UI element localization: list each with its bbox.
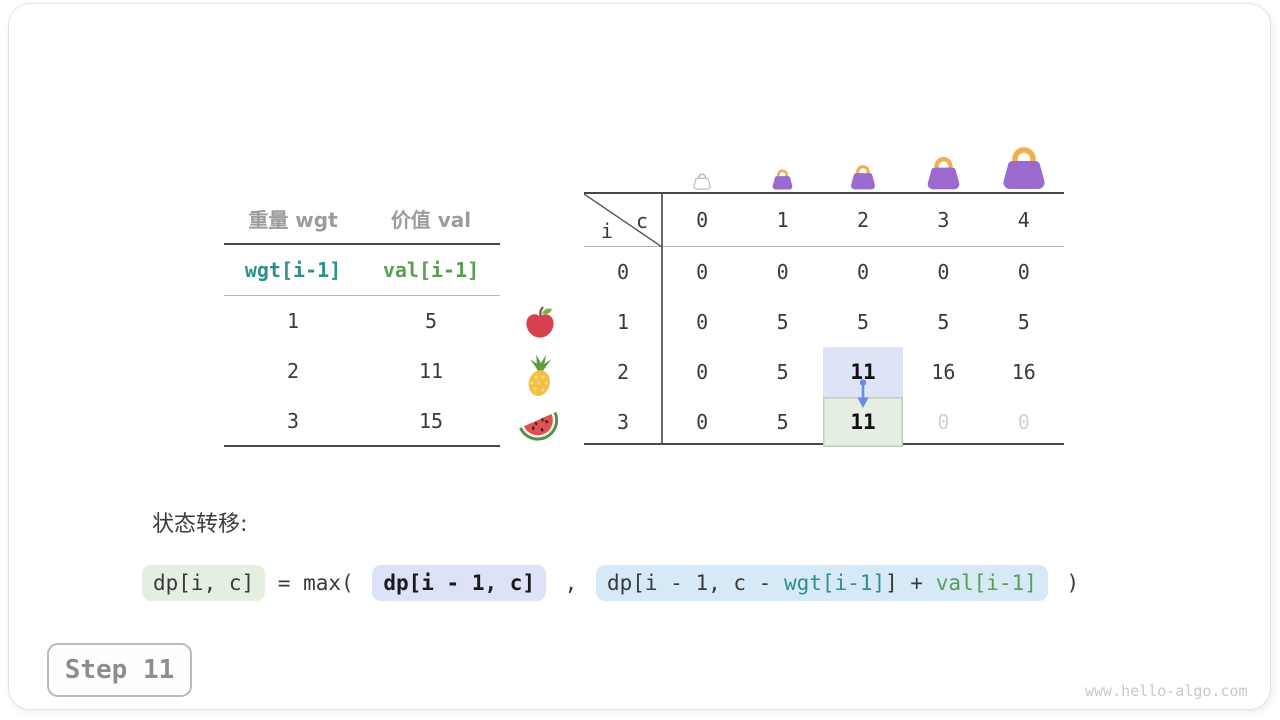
wgt-index-label: wgt[i-1] bbox=[244, 258, 342, 282]
dp-table-header-row: c i 0 1 2 3 4 bbox=[584, 194, 1064, 247]
item3-value: 15 bbox=[418, 408, 444, 433]
dp-cell-2-4: 16 bbox=[1011, 360, 1036, 384]
dp-cell-3-4: 0 bbox=[1017, 410, 1030, 434]
pineapple-icon bbox=[521, 353, 558, 402]
item-row-1: 1 5 bbox=[224, 296, 500, 346]
dp-cell-1-1: 5 bbox=[776, 310, 789, 334]
state-transition-formula: dp[i, c] = max( dp[i - 1, c] , dp[i - 1,… bbox=[142, 565, 1080, 602]
formula-arg2-val: val[i-1] bbox=[935, 571, 1037, 595]
formula-arg2: dp[i - 1, c - wgt[i-1]] + val[i-1] bbox=[595, 565, 1048, 602]
item2-value: 11 bbox=[418, 359, 444, 384]
bag-icon-2 bbox=[849, 162, 877, 194]
dp-table: c i 0 1 2 3 4 0 0 0 0 0 0 1 0 5 5 5 5 2 bbox=[584, 192, 1064, 447]
dp-row-1: 1 0 5 5 5 5 bbox=[584, 297, 1064, 347]
dp-cell-0-4: 0 bbox=[1017, 260, 1030, 284]
bag-icon-3 bbox=[925, 153, 962, 194]
transition-arrow-icon bbox=[855, 378, 871, 411]
item1-weight: 1 bbox=[286, 309, 300, 334]
dp-cell-2-1: 5 bbox=[776, 360, 789, 384]
corner-diagonal-line bbox=[584, 194, 662, 247]
bag-icon-4 bbox=[1000, 142, 1048, 194]
val-index-label: val[i-1] bbox=[382, 258, 480, 282]
items-table: 重量 wgt 价值 val wgt[i-1] val[i-1] 1 5 2 11… bbox=[224, 194, 500, 447]
item-row-2: 2 11 bbox=[224, 346, 500, 396]
dp-cell-0-2: 0 bbox=[856, 260, 869, 284]
item-axis-label: i bbox=[601, 219, 614, 243]
value-column-header: 价值 val bbox=[390, 208, 472, 232]
dp-cell-3-0: 0 bbox=[696, 410, 709, 434]
dp-cell-2-0: 0 bbox=[696, 360, 709, 384]
dp-row-0: 0 0 0 0 0 0 bbox=[584, 247, 1064, 297]
step-badge: Step 11 bbox=[47, 643, 192, 697]
row-label-2: 2 bbox=[616, 360, 630, 384]
weight-column-header: 重量 wgt bbox=[248, 208, 338, 232]
dp-cell-2-3: 16 bbox=[931, 360, 956, 384]
col-header-3: 3 bbox=[937, 208, 950, 232]
dp-row-2: 2 0 5 11 16 16 bbox=[584, 347, 1064, 397]
dp-cell-1-4: 5 bbox=[1017, 310, 1030, 334]
item1-value: 5 bbox=[424, 309, 438, 334]
formula-arg2-plus: ] + bbox=[885, 571, 936, 595]
watermark: www.hello-algo.com bbox=[1085, 682, 1248, 700]
dp-cell-3-1: 5 bbox=[776, 410, 789, 434]
dp-cell-1-0: 0 bbox=[696, 310, 709, 334]
dp-table-corner-cell: c i bbox=[584, 194, 662, 247]
items-table-header: 重量 wgt 价值 val bbox=[224, 194, 500, 245]
item3-weight: 3 bbox=[286, 408, 300, 433]
dp-table-vertical-divider bbox=[661, 194, 663, 443]
capacity-axis-label: c bbox=[635, 209, 648, 233]
dp-cell-0-3: 0 bbox=[937, 260, 950, 284]
formula-arg2-head: dp[i - 1, c - bbox=[606, 571, 784, 595]
row-label-3: 3 bbox=[616, 410, 630, 434]
formula-arg1: dp[i - 1, c] bbox=[372, 565, 547, 602]
formula-close-paren: ) bbox=[1053, 571, 1080, 596]
dp-cell-0-0: 0 bbox=[696, 260, 709, 284]
dp-cell-0-1: 0 bbox=[776, 260, 789, 284]
dp-cell-3-3: 0 bbox=[937, 410, 950, 434]
figure-card: 重量 wgt 价值 val wgt[i-1] val[i-1] 1 5 2 11… bbox=[8, 3, 1271, 710]
dp-cell-1-3: 5 bbox=[937, 310, 950, 334]
items-table-index-row: wgt[i-1] val[i-1] bbox=[224, 245, 500, 296]
row-label-1: 1 bbox=[616, 310, 630, 334]
formula-lhs: dp[i, c] bbox=[142, 565, 266, 602]
formula-max-open: max( bbox=[303, 571, 367, 596]
col-header-1: 1 bbox=[776, 208, 789, 232]
apple-icon bbox=[522, 304, 558, 344]
formula-comma: , bbox=[552, 571, 590, 596]
col-header-2: 2 bbox=[856, 208, 869, 232]
dp-row-3: 3 0 5 11 0 0 bbox=[584, 397, 1064, 447]
col-header-0: 0 bbox=[696, 208, 709, 232]
col-header-4: 4 bbox=[1017, 208, 1030, 232]
dp-cell-1-2: 5 bbox=[856, 310, 869, 334]
watermelon-icon bbox=[517, 406, 562, 450]
formula-equals: = bbox=[265, 571, 304, 596]
bag-icon-1 bbox=[771, 167, 794, 194]
state-transition-label: 状态转移: bbox=[152, 512, 248, 537]
item2-weight: 2 bbox=[286, 359, 300, 384]
formula-arg2-wgt: wgt[i-1] bbox=[783, 571, 886, 595]
empty-bag-icon bbox=[692, 170, 712, 194]
row-label-0: 0 bbox=[616, 260, 630, 284]
item-row-3: 3 15 bbox=[224, 397, 500, 447]
